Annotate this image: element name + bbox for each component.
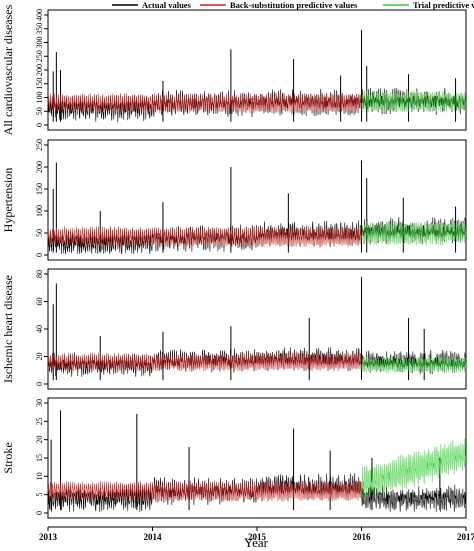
y-tick-label: 0 <box>35 511 44 515</box>
x-tick-label: 2015 <box>248 532 267 542</box>
y-tick-label: 40 <box>35 325 44 333</box>
y-tick-label: 150 <box>35 183 44 195</box>
y-tick-label: 50 <box>35 229 44 237</box>
actual-peaks <box>52 30 457 122</box>
y-tick-label: 250 <box>35 139 44 151</box>
x-tick-label: 2014 <box>144 532 163 542</box>
y-tick-label: 60 <box>35 298 44 306</box>
y-tick-label: 200 <box>35 161 44 173</box>
x-axis: 2013 2014 2015 2016 2017 <box>39 526 474 542</box>
y-tick-label: 15 <box>35 454 44 462</box>
y-axis-label: Hypertension <box>1 168 15 233</box>
actual-values-line <box>47 87 466 123</box>
panel-3: 0 20 40 60 80 Ischemic heart disease <box>1 268 467 390</box>
y-tick-label: 20 <box>35 353 44 361</box>
legend-label-2: Back-substitution predictive values <box>230 0 358 10</box>
back-substitution-line <box>47 92 362 114</box>
y-tick-label: 25 <box>35 417 44 425</box>
y-axis-label: Stroke <box>1 442 15 473</box>
y-tick-label: 0 <box>35 123 44 127</box>
back-substitution-line <box>47 480 362 502</box>
y-tick-label: 250 <box>35 50 44 62</box>
y-tick-label: 30 <box>35 399 44 407</box>
panel-2: 0 50 100 150 200 250 Hypertension <box>1 139 467 261</box>
y-axis-label: Ischemic heart disease <box>1 275 15 383</box>
trial-predictive-line <box>361 220 466 246</box>
y-tick-label: 0 <box>35 253 44 257</box>
y-tick-label: 50 <box>35 107 44 115</box>
panel-frame <box>47 268 467 390</box>
panel-frame <box>47 9 467 131</box>
y-axis-label: All cardiovascular diseases <box>1 4 15 135</box>
x-tick-label: 2013 <box>39 532 58 542</box>
panel-frame <box>47 139 467 261</box>
x-axis-label: Year <box>244 535 269 550</box>
legend: Actual values Back-substitution predictiv… <box>112 0 474 10</box>
panel-4: 0 5 10 15 20 25 30 Stroke <box>1 397 467 519</box>
y-tick-label: 100 <box>35 92 44 104</box>
x-tick-label: 2017 <box>457 532 474 542</box>
back-substitution-line <box>47 352 362 372</box>
y-tick-label: 20 <box>35 436 44 444</box>
y-tick-label: 350 <box>35 23 44 35</box>
y-tick-label: 0 <box>35 382 44 386</box>
actual-values-line <box>47 473 466 512</box>
trial-predictive-line <box>361 90 466 113</box>
trial-predictive-line <box>361 356 466 374</box>
y-tick-label: 300 <box>35 37 44 49</box>
y-tick-label: 400 <box>35 9 44 21</box>
x-tick-label: 2016 <box>353 532 372 542</box>
y-tick-label: 100 <box>35 205 44 217</box>
y-tick-label: 80 <box>35 270 44 278</box>
y-tick-label: 10 <box>35 472 44 480</box>
y-tick-label: 150 <box>35 78 44 90</box>
back-substitution-line <box>47 225 362 248</box>
y-tick-label: 200 <box>35 64 44 76</box>
trial-predictive-line <box>361 438 466 500</box>
y-tick-label: 5 <box>35 493 44 497</box>
legend-label-3: Trial predictive values <box>413 0 474 10</box>
legend-label-1: Actual values <box>142 0 192 10</box>
